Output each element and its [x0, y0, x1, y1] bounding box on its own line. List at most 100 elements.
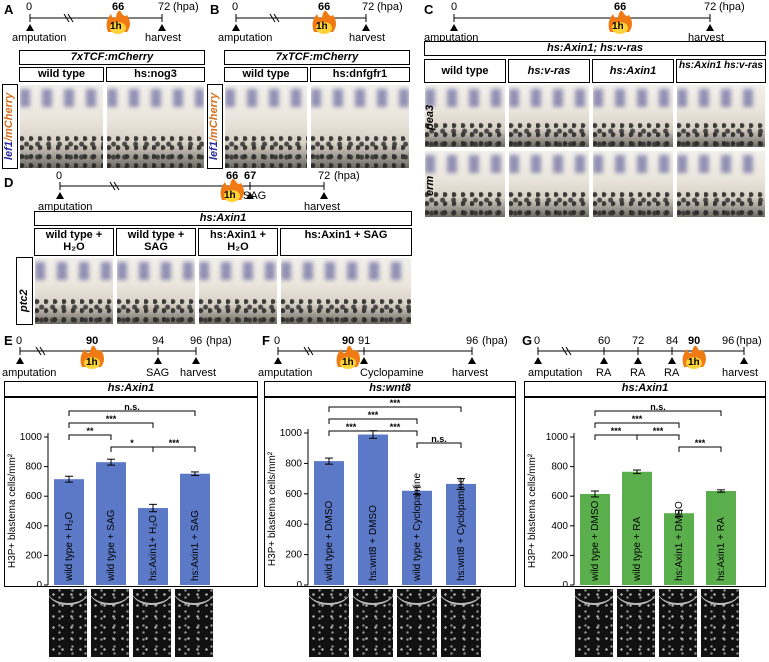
- timeline-end: 96: [466, 335, 479, 347]
- timeline-end-label: harvest: [145, 32, 182, 44]
- timeline-end: 72: [318, 170, 331, 182]
- timeline-unit: (hpa): [719, 1, 745, 13]
- y-tick-label: 1000: [546, 432, 569, 443]
- timeline-mid: 66: [112, 1, 125, 13]
- bar: [358, 434, 388, 585]
- panel-d-letter: D: [4, 175, 14, 190]
- timeline-end: 72: [158, 1, 171, 13]
- fin-image: [116, 257, 196, 325]
- significance-label: n.s.: [650, 402, 666, 412]
- y-tick-label: 600: [285, 489, 302, 500]
- column-header: wild type: [424, 59, 506, 83]
- fin-image: [592, 150, 674, 218]
- group-title: hs:Axin1: [34, 211, 412, 226]
- timeline-start: 0: [451, 1, 458, 13]
- microscopy-image: [308, 588, 350, 658]
- microscopy-image: [700, 588, 740, 658]
- y-tick-label: 800: [25, 462, 42, 473]
- significance-label: *: [130, 438, 134, 448]
- y-tick-label: 0: [36, 580, 42, 587]
- row-label-box: [16, 257, 33, 325]
- timeline-start: 0: [232, 1, 239, 13]
- timeline-end-label: harvest: [304, 201, 341, 213]
- timeline-t1: 90: [86, 335, 99, 347]
- column-header: hs:v-ras: [508, 59, 590, 83]
- row-label: pea3: [424, 104, 436, 130]
- bar: [138, 508, 168, 585]
- y-tick-label: 400: [25, 521, 42, 532]
- timeline-unit: (hpa): [334, 170, 360, 182]
- bar: [580, 493, 610, 585]
- fin-image: [280, 257, 412, 325]
- significance-bracket: [594, 410, 722, 416]
- row-label: erm: [424, 175, 436, 196]
- row-label: ptc2: [18, 289, 30, 312]
- chart-g: 0 200 400 600 800 1000 H3P+ blastema cells/mm²…: [527, 402, 736, 587]
- timeline-t2-label: SAG: [146, 367, 170, 379]
- microscopy-image: [132, 588, 172, 658]
- significance-label: ***: [653, 426, 664, 436]
- microscopy-image: [616, 588, 656, 658]
- flame-label: 1h: [110, 21, 122, 32]
- timeline-end-label: harvest: [349, 32, 386, 44]
- fin-image: [19, 84, 104, 169]
- bar: [96, 462, 126, 585]
- significance-label: ***: [368, 410, 379, 420]
- fin-image: [676, 84, 766, 148]
- fin-image: [310, 84, 410, 169]
- bar: [54, 479, 84, 585]
- timeline-unit: (hpa): [377, 1, 403, 13]
- flame-label: 1h: [86, 357, 98, 368]
- bar-label: hs:wnt8 + Cyclopamine: [456, 477, 467, 581]
- timeline-start-label: amputation: [258, 367, 313, 379]
- y-tick-label: 200: [285, 550, 302, 561]
- timeline-t3-label: RA: [664, 367, 680, 379]
- panel-g-timeline: [534, 345, 748, 369]
- column-header: wild type: [224, 67, 308, 82]
- significance-bracket: [636, 434, 680, 440]
- row-label-box: [207, 84, 223, 169]
- timeline-end: 72: [362, 1, 375, 13]
- bar-label: hs:Axin1 + DMSO: [674, 501, 685, 581]
- significance-bracket: [328, 406, 462, 412]
- bar: [180, 473, 210, 585]
- timeline-unit: (hpa): [482, 335, 508, 347]
- timeline-start-label: amputation: [38, 201, 93, 213]
- y-axis-label: H3P+ blastema cells/mm²: [7, 453, 18, 568]
- y-axis-label: H3P+ blastema cells/mm²: [267, 451, 278, 566]
- timeline-mid: 66: [318, 1, 331, 13]
- timeline-start: 0: [534, 335, 541, 347]
- microscopy-image: [174, 588, 214, 658]
- timeline-t2: 91: [358, 335, 371, 347]
- y-tick-label: 1000: [20, 432, 43, 443]
- panel-b-letter: B: [210, 2, 220, 17]
- bar-label: wild type + Cyclopamine: [412, 472, 423, 582]
- panel-e-timeline: [16, 345, 200, 369]
- fin-image: [676, 150, 766, 218]
- timeline-start: 0: [274, 335, 281, 347]
- fin-image: [34, 257, 114, 325]
- chart-frame: [524, 397, 766, 587]
- significance-bracket: [678, 446, 722, 452]
- timeline-end-label: harvest: [452, 367, 489, 379]
- panel-c-timeline: [450, 10, 714, 34]
- timeline-t2: 72: [632, 335, 645, 347]
- timeline-t2: 94: [152, 335, 165, 347]
- timeline-t4: 90: [688, 335, 701, 347]
- bar: [402, 490, 432, 585]
- chart-f: 0 200 400 600 800 1000 H3P+ blastema cells/mm²…: [267, 398, 476, 587]
- significance-label: ***: [632, 414, 643, 424]
- panel-c-letter: C: [424, 2, 434, 17]
- bar-label: wild type + H₂O: [64, 512, 75, 582]
- fin-image: [508, 150, 590, 218]
- bar-label: hs:Axin1 + SAG: [190, 510, 201, 581]
- significance-label: ***: [106, 414, 117, 424]
- timeline-end-label: harvest: [180, 367, 217, 379]
- timeline-t1: 60: [598, 335, 611, 347]
- microscopy-image: [396, 588, 438, 658]
- bar: [622, 471, 652, 585]
- flame-label: 1h: [688, 357, 700, 368]
- flame-label: 1h: [224, 190, 236, 201]
- panel-f-timeline: [274, 345, 476, 369]
